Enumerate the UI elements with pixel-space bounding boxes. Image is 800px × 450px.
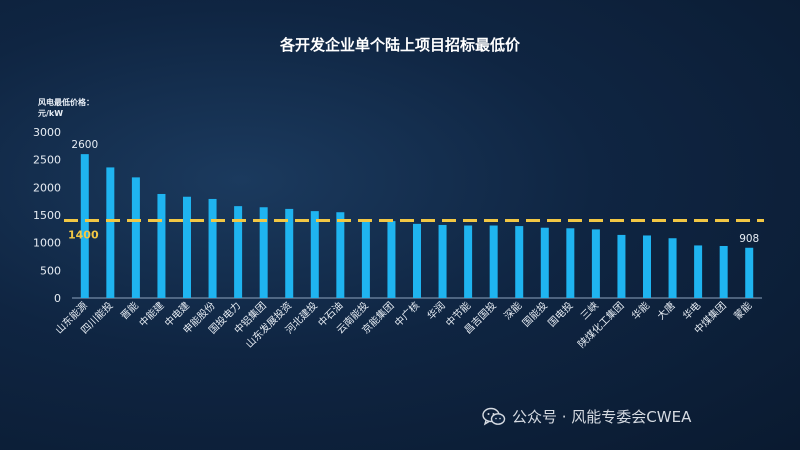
data-label: 908 [739, 233, 759, 245]
bar [259, 207, 268, 298]
bar [591, 229, 600, 298]
x-tick-label: 深能 [501, 299, 524, 322]
y-tick-label: 2000 [33, 181, 61, 194]
bar [694, 245, 703, 298]
x-tick-label: 中能建 [136, 299, 166, 329]
x-tick-label: 中广核 [392, 299, 422, 329]
chart-title: 各开发企业单个陆上项目招标最低价 [279, 36, 520, 54]
bar [80, 154, 89, 298]
watermark-text: 公众号 · 风能专委会CWEA [512, 408, 692, 426]
bar [668, 238, 677, 298]
y-tick-label: 2500 [33, 154, 61, 167]
bar [643, 235, 651, 298]
bar [719, 245, 728, 298]
x-tick-label: 华润 [424, 299, 447, 322]
x-tick-label: 蒙能 [731, 299, 754, 322]
y-tick-label: 1000 [33, 237, 61, 250]
bar [131, 177, 140, 298]
bar [106, 167, 115, 298]
x-tick-label: 晋能 [118, 299, 141, 322]
y-axis-unit-label: 风电最低价格： 元/kW [38, 97, 94, 119]
y-axis-unit-line2: 元/kW [38, 109, 64, 118]
bar [617, 234, 626, 298]
x-tick-label: 陕煤化工集团 [575, 299, 627, 351]
bar [183, 196, 191, 298]
y-axis-unit-line1: 风电最低价格： [38, 98, 94, 107]
reference-line-label: 1400 [68, 229, 99, 242]
y-tick-label: 1500 [33, 209, 61, 222]
data-label: 2600 [71, 139, 98, 151]
bar [540, 227, 549, 298]
bar [745, 247, 754, 298]
bar [285, 208, 294, 298]
bar [566, 228, 575, 298]
y-tick-label: 500 [40, 264, 61, 277]
x-tick-label: 大唐 [654, 299, 677, 322]
watermark: 公众号 · 风能专委会CWEA [482, 406, 691, 427]
x-tick-label: 国电投 [545, 299, 575, 329]
bar [438, 224, 447, 298]
bar [208, 198, 217, 298]
bar [515, 226, 524, 298]
bar [361, 220, 370, 298]
bar [413, 223, 421, 298]
x-tick-label: 国能投 [519, 299, 549, 329]
bar [336, 212, 345, 298]
x-tick-label: 三峡 [578, 299, 601, 322]
x-tick-label: 华电 [680, 299, 703, 322]
bar [464, 225, 473, 298]
x-tick-label: 华能 [629, 299, 652, 322]
bar [310, 211, 319, 298]
bar [157, 193, 166, 298]
y-tick-label: 0 [54, 292, 61, 305]
wechat-icon [482, 407, 506, 426]
y-tick-label: 3000 [33, 126, 61, 139]
bar [387, 221, 396, 298]
bar [234, 206, 243, 298]
bar [489, 225, 498, 298]
